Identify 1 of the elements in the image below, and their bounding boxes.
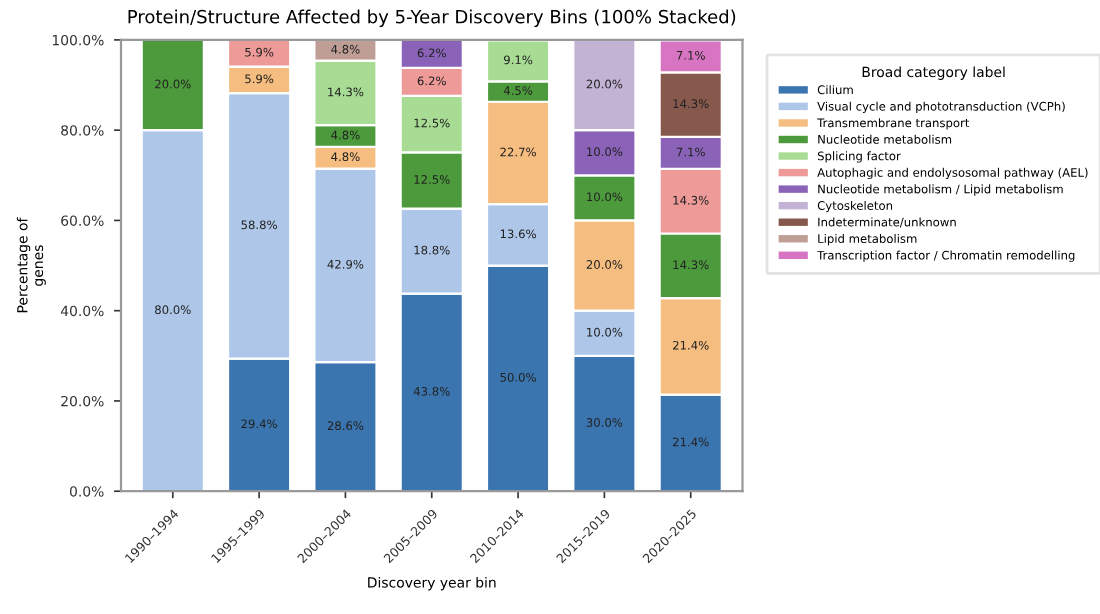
- chart-title: Protein/Structure Affected by 5-Year Discovery Bins (100% Stacked): [128, 9, 736, 27]
